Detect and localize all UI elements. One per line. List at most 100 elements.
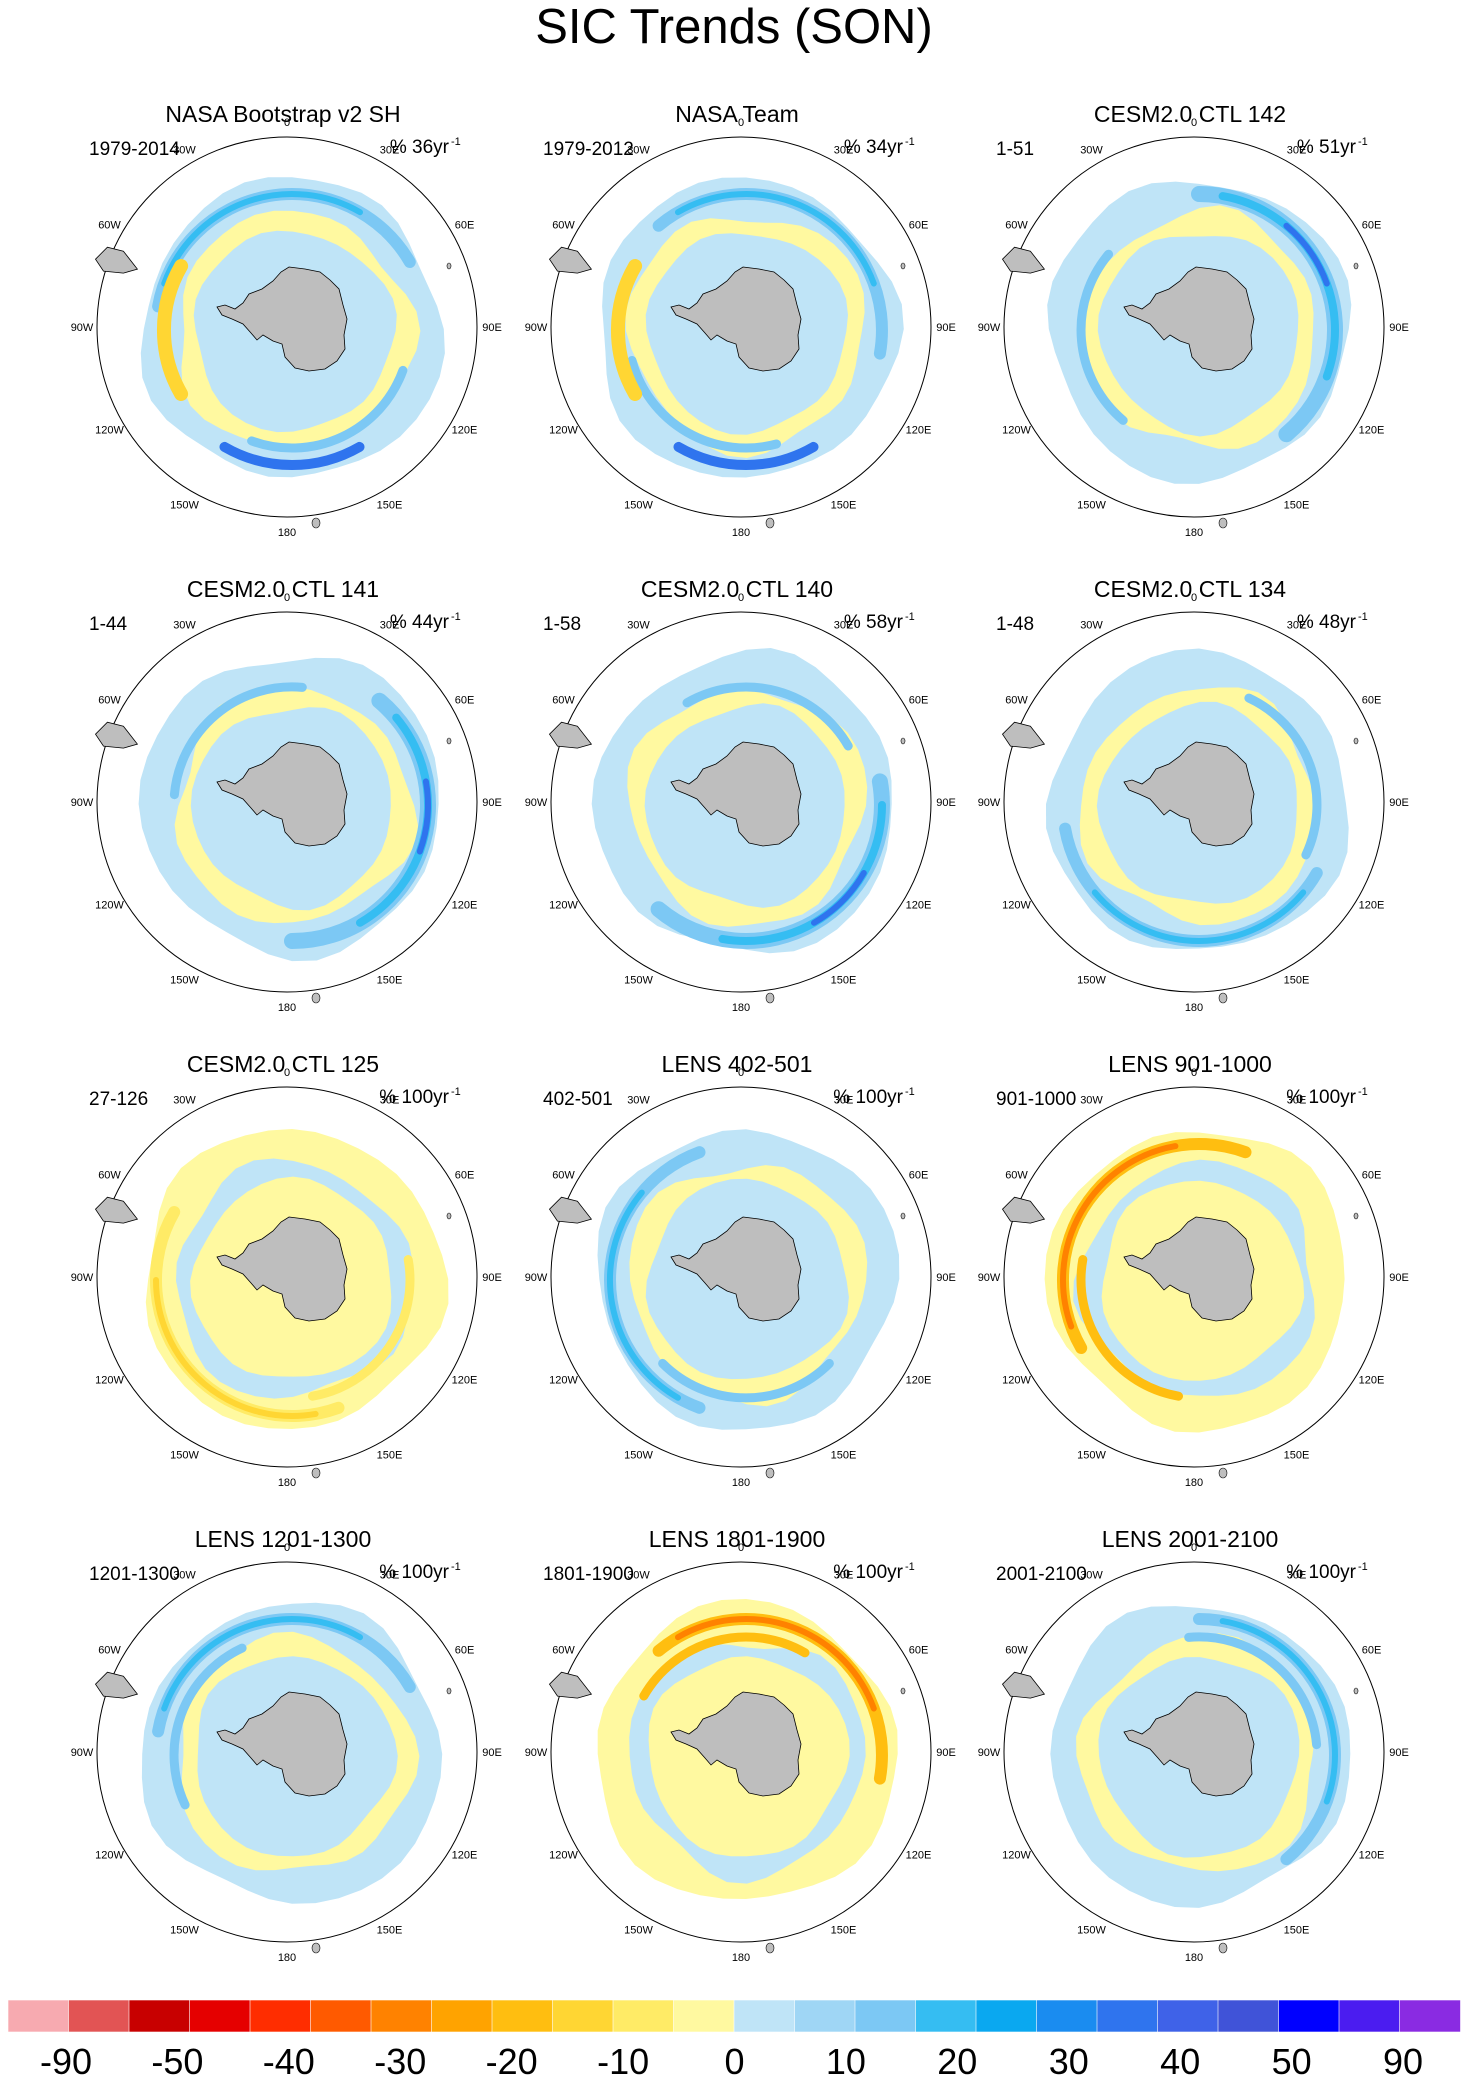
longitude-label: 150E [377, 1925, 403, 1937]
longitude-label: 90W [525, 1747, 548, 1759]
panel-title: LENS 901-1000 [1108, 1051, 1272, 1077]
longitude-label: 90W [525, 322, 548, 334]
panel-title: LENS 402-501 [662, 1051, 813, 1077]
longitude-label: 120W [95, 425, 124, 437]
longitude-label: 180 [278, 1002, 296, 1014]
colorbar-box [733, 1999, 796, 2033]
longitude-label: 30W [627, 620, 650, 632]
panel-units: % 100yr [833, 1562, 903, 1583]
colorbar-box [7, 1999, 70, 2033]
island-land [311, 1942, 321, 1954]
longitude-label: 150E [377, 500, 403, 512]
longitude-label: 120E [906, 900, 932, 912]
trend-band-core [153, 1277, 319, 1419]
antarctica-land [670, 1216, 802, 1322]
colorbar-box [189, 1999, 251, 2033]
island-land [900, 737, 906, 745]
trend-band-core [673, 441, 819, 470]
longitude-label: 120E [452, 1375, 478, 1387]
island-land [1218, 992, 1228, 1004]
trend-band [247, 365, 408, 453]
figure-title: SIC Trends (SON) [535, 0, 933, 54]
panel-units: % 58yr [844, 612, 904, 633]
trend-band [1076, 1255, 1183, 1401]
trend-band [1244, 693, 1322, 860]
colorbar-box [310, 1999, 372, 2033]
longitude-label: 0 [1191, 592, 1197, 604]
longitude-label: 30E [380, 145, 400, 157]
longitude-label: 90E [1389, 797, 1409, 809]
map-panel: LENS 1201-1300 1201-1300 % 100yr -1 0 30E 60E 9… [71, 1526, 502, 1964]
longitude-label: 30E [380, 1095, 400, 1107]
longitude-label: 0 [1191, 1542, 1197, 1554]
longitude-label: 30E [834, 1570, 854, 1582]
island-land [1218, 1467, 1228, 1479]
longitude-label: 120E [906, 1375, 932, 1387]
panel-units: % 100yr [1286, 1562, 1356, 1583]
longitude-label: 120E [452, 1850, 478, 1862]
colorbar-label: 50 [1272, 2041, 1312, 2082]
antarctica-land [216, 266, 348, 372]
longitude-label: 0 [284, 117, 290, 129]
longitude-label: 90E [936, 797, 956, 809]
longitude-label: 90W [71, 1747, 94, 1759]
map-panel: LENS 2001-2100 2001-2100 % 100yr -1 0 30E 60E 9… [978, 1526, 1409, 1964]
island-land [765, 517, 775, 529]
longitude-label: 60W [1005, 695, 1028, 707]
longitude-label: 180 [732, 527, 750, 539]
panel-title: CESM2.0 CTL 134 [1094, 576, 1286, 602]
longitude-label: 90W [978, 797, 1001, 809]
panel-title: CESM2.0 CTL 140 [641, 576, 833, 602]
longitude-label: 150W [1077, 500, 1106, 512]
longitude-label: 30E [380, 620, 400, 632]
panel-period: 1-44 [89, 614, 127, 635]
colorbar-box [915, 1999, 977, 2033]
longitude-label: 120W [95, 1850, 124, 1862]
panel-period: 1801-1900 [543, 1564, 634, 1585]
longitude-label: 180 [1185, 1952, 1203, 1964]
panel-units: % 44yr [390, 612, 450, 633]
longitude-label: 60E [909, 695, 929, 707]
colorbar-label: 40 [1160, 2041, 1200, 2082]
colorbar-label: 20 [937, 2041, 977, 2082]
longitude-label: 60W [98, 695, 121, 707]
longitude-label: 30E [834, 1095, 854, 1107]
trend-band [658, 1358, 834, 1403]
trend-band [169, 1643, 247, 1810]
south-america-land [548, 1196, 593, 1224]
longitude-label: 60E [1362, 220, 1382, 232]
longitude-label: 30W [627, 1570, 650, 1582]
antarctica-land [670, 266, 802, 372]
longitude-label: 150W [624, 1925, 653, 1937]
panel-period: 1-58 [543, 614, 581, 635]
south-america-land [548, 1671, 593, 1699]
longitude-label: 60E [455, 220, 475, 232]
longitude-label: 60W [552, 695, 575, 707]
colorbar-box [1157, 1999, 1219, 2033]
island-land [311, 992, 321, 1004]
trend-band [1076, 249, 1128, 425]
longitude-label: 180 [1185, 1477, 1203, 1489]
panel-title: NASA Team [675, 101, 799, 127]
trend-band-core [606, 1189, 681, 1401]
panel-units: % 48yr [1297, 612, 1357, 633]
longitude-label: 150W [170, 1925, 199, 1937]
colorbar-label: -30 [374, 2041, 426, 2082]
island-land [765, 1467, 775, 1479]
island-land [446, 262, 452, 270]
panel-period: 1979-2014 [89, 139, 180, 160]
longitude-label: 30E [380, 1570, 400, 1582]
longitude-label: 30W [173, 145, 196, 157]
map-panel: CESM2.0 CTL 134 1-48 % 48yr -1 0 30E 60E 90E 120… [978, 576, 1409, 1014]
panel-units-exponent: -1 [905, 611, 915, 623]
map-panel: LENS 901-1000 901-1000 % 100yr -1 0 30E 60E 90E… [978, 1051, 1409, 1489]
trend-band-core [161, 191, 363, 287]
longitude-label: 180 [278, 527, 296, 539]
panel-period: 1-48 [996, 614, 1034, 635]
longitude-label: 150E [831, 1450, 857, 1462]
south-america-land [94, 1196, 139, 1224]
island-land [311, 1467, 321, 1479]
south-america-land [1001, 1196, 1046, 1224]
longitude-label: 60E [1362, 1170, 1382, 1182]
longitude-label: 30W [1080, 1095, 1103, 1107]
